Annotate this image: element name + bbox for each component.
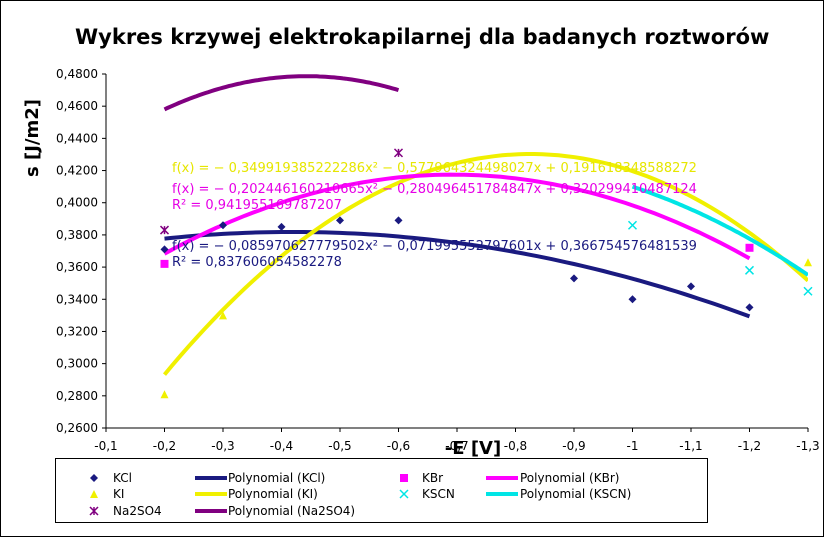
data-point-kcl [219, 221, 227, 230]
x-tick-label: -0,3 [211, 439, 234, 453]
y-tick-label: 0,2600 [56, 421, 98, 435]
chart-title: Wykres krzywej elektrokapilarnej dla bad… [75, 25, 769, 49]
trendline-equation: f(x) = − 0,349919385222286x² − 0,5779643… [172, 161, 697, 176]
data-point-na2so4 [159, 225, 170, 235]
y-tick-label: 0,3200 [56, 324, 98, 338]
legend-label: KBr [422, 471, 443, 485]
x-tick-label: -0,2 [153, 439, 176, 453]
data-point-ki [804, 258, 812, 267]
x-tick-label: -1,2 [738, 439, 761, 453]
data-point-na2so4 [393, 148, 404, 158]
data-point-kcl [277, 222, 286, 231]
legend: KCl Polynomial (KCl) KBr Polynomial (KBr) KI… [55, 458, 708, 523]
x-tick-label: -0,6 [387, 439, 410, 453]
data-point-kcl [687, 282, 695, 291]
data-point-kcl [745, 303, 754, 312]
trendline-na2so4 [163, 74, 400, 112]
plot-area [105, 74, 813, 429]
y-axis-label: s [J/m2] [22, 99, 43, 177]
y-tick-label: 0,3400 [56, 292, 98, 306]
trendline-kcl [164, 230, 751, 319]
trendline-equation: R² = 0,837606054582278 [172, 255, 342, 270]
x-tick-label: -0,1 [94, 439, 117, 453]
data-point-kcl [570, 274, 578, 283]
y-tick-label: 0,4200 [56, 164, 98, 178]
legend-label: Polynomial (KI) [228, 487, 318, 501]
x-axis-label: -E [V] [445, 438, 501, 459]
legend-label: Polynomial (KCl) [228, 471, 325, 485]
data-point-kscn [744, 265, 755, 275]
data-point-kcl [160, 245, 169, 254]
trendline-equation: R² = 0,941955169787207 [172, 198, 342, 213]
x-tick-label: -0,4 [270, 439, 293, 453]
x-tick-label: -1 [627, 439, 639, 453]
legend-marker [89, 506, 99, 516]
data-point-kbr [160, 259, 169, 268]
legend-label: Na2SO4 [113, 504, 162, 518]
data-point-kscn [803, 286, 813, 296]
trendline-ki [162, 152, 808, 376]
trendline-kbr [163, 172, 751, 261]
x-tick-label: -1,3 [796, 439, 819, 453]
trendline-equation: f(x) = − 0,085970627779502x² − 0,0719955… [172, 239, 697, 254]
legend-marker [399, 489, 409, 499]
data-point-kscn [627, 220, 638, 230]
y-tick-label: 0,4400 [56, 131, 98, 145]
y-tick-label: 0,3600 [56, 260, 98, 274]
data-point-ki [160, 390, 169, 399]
y-tick-label: 0,3000 [56, 357, 98, 371]
y-tick-label: 0,4000 [56, 196, 98, 210]
data-point-ki [219, 311, 227, 320]
axis-ticks: 0,2600 0,2800 0,3000 0,3200 0,3400 0,3600 0,38… [56, 67, 820, 453]
x-tick-label: -1,1 [679, 439, 702, 453]
trendline-equation: f(x) = − 0,202446160210665x² − 0,2804964… [172, 182, 697, 197]
legend-marker [400, 474, 408, 482]
x-tick-label: -0,5 [328, 439, 351, 453]
y-tick-label: 0,2800 [56, 389, 98, 403]
y-tick-label: 0,4800 [56, 67, 98, 81]
legend-marker [90, 474, 98, 482]
y-tick-label: 0,3800 [56, 228, 98, 242]
legend-marker [90, 490, 98, 498]
trendline-kscn [631, 184, 808, 277]
data-point-kcl [394, 216, 403, 225]
data-point-kbr [745, 243, 754, 252]
trendline-equations: f(x) = − 0,349919385222286x² − 0,5779643… [172, 161, 697, 270]
x-tick-label: -0,9 [562, 439, 585, 453]
plot-clip-group [162, 74, 808, 376]
data-point-kcl [628, 295, 637, 304]
legend-label: Polynomial (KSCN) [520, 487, 631, 501]
legend-label: Polynomial (Na2SO4) [228, 504, 355, 518]
x-tick-label: -0,8 [504, 439, 527, 453]
legend-label: Polynomial (KBr) [520, 471, 619, 485]
legend-label: KSCN [422, 487, 455, 501]
legend-box [55, 458, 708, 523]
x-tick-label: -0,7 [445, 439, 468, 453]
legend-label: KI [113, 487, 124, 501]
y-tick-label: 0,4600 [56, 99, 98, 113]
legend-label: KCl [113, 471, 132, 485]
data-point-kcl [336, 216, 344, 225]
